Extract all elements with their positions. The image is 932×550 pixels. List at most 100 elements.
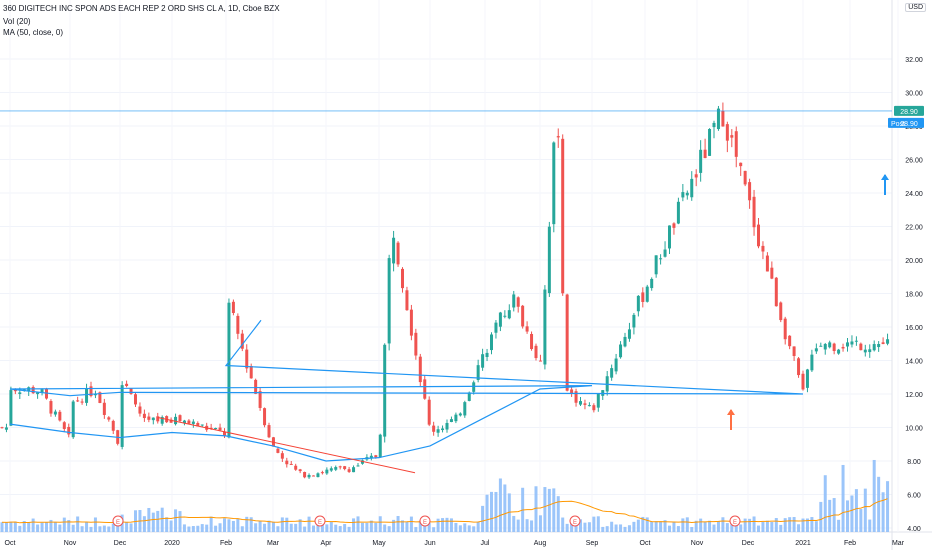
volume-bar [31,518,35,532]
volume-bar [721,517,725,532]
volume-bar [4,522,8,532]
volume-bar [71,524,75,532]
volume-bar [174,509,178,532]
volume-bar [748,518,752,532]
candle-body [659,258,663,260]
y-tick-label: 12.00 [905,392,923,399]
candle-body [334,467,338,470]
earnings-marker[interactable] [314,515,326,527]
volume-bar [374,522,378,532]
volume-bar [730,524,734,532]
candle-body [681,192,685,198]
last-price-badge [894,105,924,116]
candle-body [547,226,551,294]
volume-bar [205,524,209,532]
volume-bar [868,519,872,532]
candle-body [672,223,676,228]
volume-bar [378,516,382,532]
candle-body [645,286,649,302]
candle-body [138,406,142,414]
candle-body [196,423,200,427]
volume-bar [779,524,783,532]
candle-body [819,345,823,347]
candle-body [841,346,845,349]
volume-bar [178,511,182,532]
candle-body [779,302,783,321]
candle-body [9,390,13,426]
volume-bar [182,524,186,532]
candle-body [71,401,75,438]
volume-bar [854,489,858,532]
x-tick-label: Jun [424,540,435,547]
candle-body [863,349,867,353]
volume-bar [725,523,729,532]
candle-body [329,468,333,471]
candle-body [245,349,249,369]
candle-body [76,400,80,402]
candle-body [102,402,106,415]
volume-bar [191,526,195,532]
y-tick-label: 16.00 [905,325,923,332]
candle-body [632,314,636,328]
volume-bar [449,518,453,532]
x-tick-label: Aug [534,540,547,547]
volume-bar [467,525,471,532]
volume-bar [151,512,155,532]
volume-bar [561,517,565,532]
volume-bar [387,526,391,532]
volume-bar [160,507,164,532]
trendline[interactable] [157,416,416,474]
y-tick-label: 30.00 [905,91,923,98]
candle-body [734,131,738,157]
earnings-marker[interactable] [729,515,741,527]
volume-bar [214,525,218,532]
volume-bar [285,517,289,532]
symbol-title: 360 DIGITECH INC SPON ADS EACH REP 2 ORD… [3,4,280,13]
volume-bar [645,517,649,532]
volume-bar [289,523,293,532]
candle-body [521,305,525,327]
candle-body [62,422,66,429]
volume-bar [45,522,48,532]
candle-body [765,255,769,272]
volume-bar [574,522,578,532]
candle-body [565,294,569,391]
volume-bar [788,517,792,532]
candle-body [534,345,538,359]
earnings-marker[interactable] [569,515,581,527]
volume-bar [605,526,609,532]
candle-body [610,368,614,378]
candle-body [227,302,231,438]
volume-bar [125,522,129,532]
candle-body [378,434,382,458]
earnings-marker[interactable] [419,515,431,527]
candle-body [467,392,471,401]
volume-bar [356,516,360,532]
candle-body [129,388,133,394]
candle-body [214,427,218,429]
volume-bar [218,523,222,532]
candle-body [872,344,876,351]
volume-bar [476,521,480,532]
candle-body [125,383,129,386]
candle-body [169,419,173,423]
y-tick-label: 32.00 [905,57,923,64]
volume-bar [271,521,275,532]
currency-label[interactable]: USD [905,3,926,12]
post-price-label: 28.90 [900,121,918,128]
candle-body [134,394,137,405]
candle-body [774,277,778,307]
volume-bar [543,487,547,532]
volume-bar [627,525,631,532]
earnings-marker[interactable] [112,515,124,527]
candle-body [98,392,102,403]
volume-bar [267,520,271,532]
candle-body [418,356,422,383]
candle-body [868,349,872,353]
volume-bar [316,522,320,532]
candle-body [454,414,458,422]
volume-bar [343,524,347,532]
candle-body [142,413,146,419]
candle-body [810,354,814,371]
